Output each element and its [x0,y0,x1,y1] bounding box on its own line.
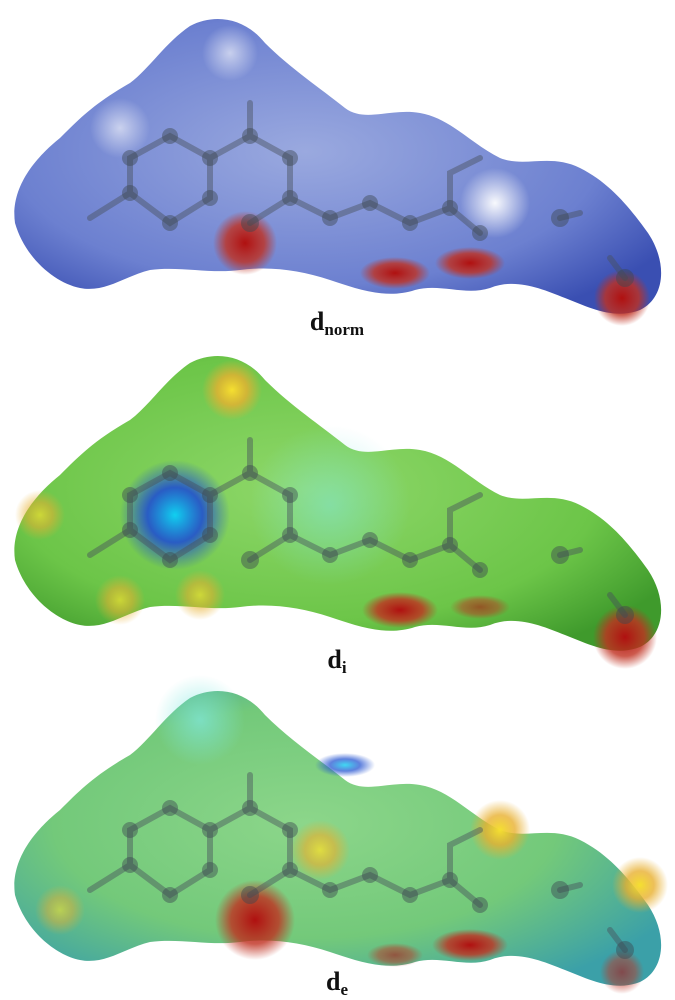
page: dnorm di de (() => { const data = JSON.p… [0,0,675,1000]
label-subscript: i [342,658,347,677]
label-main: d [326,967,341,996]
de-surface [14,675,668,994]
figure: dnorm di de [0,0,675,1000]
label-main: d [327,645,342,674]
dnorm-surface [14,19,661,326]
panel-label: dnorm [310,307,364,339]
label-subscript: norm [324,320,364,339]
di-surface [14,356,661,669]
label-main: d [310,307,325,336]
label-subscript: e [340,980,348,999]
panel-label: de [326,967,348,999]
panel-label: di [327,645,346,677]
